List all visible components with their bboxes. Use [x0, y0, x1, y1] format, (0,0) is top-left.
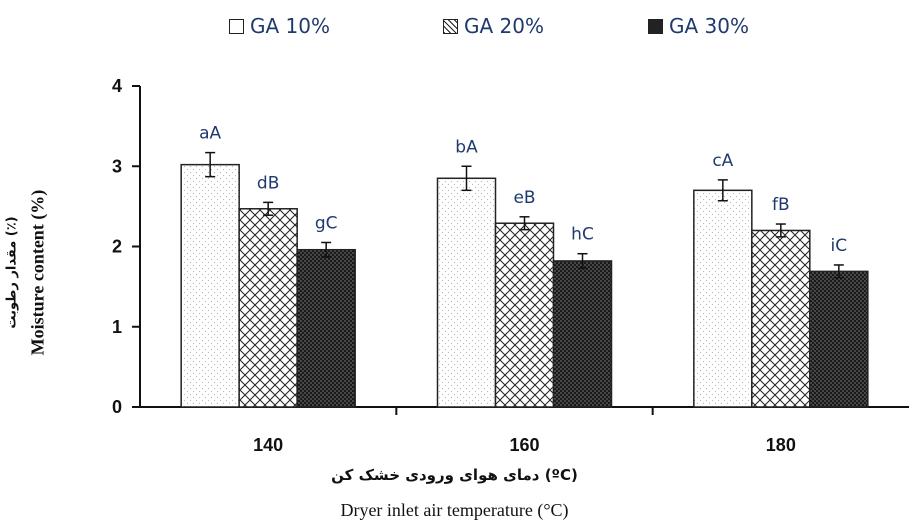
y-axis-title-persian: مقدار رطوبت (٪) [4, 216, 20, 329]
x-axis-title-persian: دمای هوای ورودی خشک کن (ºC) [331, 466, 578, 484]
legend-item-ga20: GA 20% [443, 14, 544, 38]
legend-item-ga30: GA 30% [648, 14, 749, 38]
bar [238, 208, 298, 408]
y-tick-label: 2 [112, 237, 122, 257]
data-label: gC [315, 213, 338, 233]
bar [809, 270, 869, 408]
y-axis: 0 1 2 3 4 [112, 76, 141, 417]
bars: aA dB gC bA eB hC cA fB iC [180, 124, 869, 408]
data-label: fB [772, 195, 790, 215]
data-label: cA [712, 151, 733, 171]
data-label: eB [513, 188, 535, 208]
bar [552, 260, 613, 408]
y-tick-label: 4 [112, 76, 122, 96]
chart-legend: GA 10% GA 20% GA 30% [0, 14, 909, 48]
bar [296, 248, 356, 408]
data-label: dB [257, 173, 279, 193]
x-tick-label: 140 [253, 435, 283, 455]
legend-label-ga10: GA 10% [250, 14, 330, 38]
bar [751, 229, 811, 408]
data-label: aA [199, 124, 221, 144]
x-tick-label: 160 [509, 435, 539, 455]
x-tick-label: 180 [766, 435, 796, 455]
bar [436, 177, 497, 408]
y-tick-label: 0 [112, 397, 122, 417]
data-label: hC [571, 225, 594, 245]
y-tick-label: 3 [112, 156, 122, 176]
data-label: bA [455, 137, 478, 157]
data-label: iC [831, 236, 848, 256]
legend-swatch-ga30 [648, 18, 663, 34]
legend-label-ga30: GA 30% [669, 14, 749, 38]
x-axis: 140 160 180 [140, 406, 909, 455]
bar [180, 163, 240, 408]
x-axis-title: Dryer inlet air temperature (°C) [340, 500, 569, 520]
legend-swatch-ga20 [443, 18, 458, 34]
bar [693, 189, 753, 408]
bar [494, 222, 555, 408]
y-axis-title: Moisture content (%) [27, 189, 48, 356]
legend-label-ga20: GA 20% [464, 14, 544, 38]
y-tick-label: 1 [112, 317, 122, 337]
legend-item-ga10: GA 10% [229, 14, 330, 38]
legend-swatch-ga10 [229, 18, 244, 34]
